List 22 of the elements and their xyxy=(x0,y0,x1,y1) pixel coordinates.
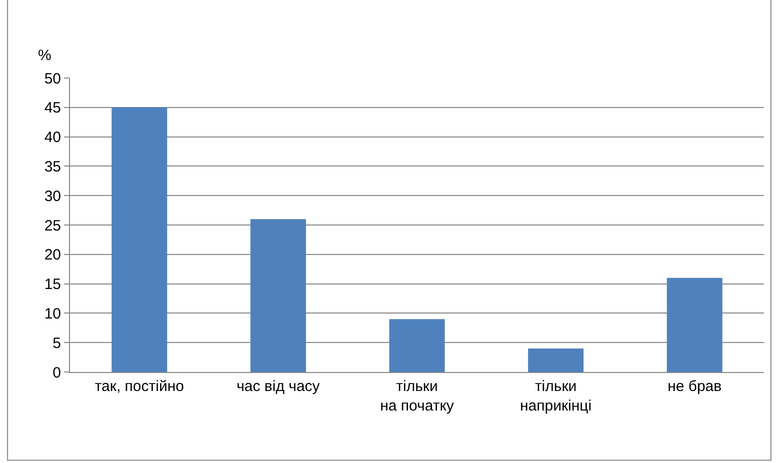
x-tick-label: не брав xyxy=(668,378,722,395)
y-axis-title: % xyxy=(38,47,52,64)
y-tick-label: 30 xyxy=(44,188,61,205)
bar xyxy=(112,107,168,372)
y-tick-label: 10 xyxy=(44,305,61,322)
y-tick-label: 5 xyxy=(52,334,61,352)
y-tick-label: 0 xyxy=(52,364,61,382)
y-tick-label: 25 xyxy=(44,217,61,234)
bar xyxy=(528,348,584,372)
x-tick-label: так, постійно xyxy=(94,378,184,395)
y-tick-label: 35 xyxy=(44,158,61,176)
y-tick-label: 20 xyxy=(44,246,61,264)
bar xyxy=(250,219,306,372)
y-tick-label: 40 xyxy=(44,129,61,146)
y-tick-label: 45 xyxy=(44,100,61,117)
y-tick-label: 50 xyxy=(44,70,61,88)
bar xyxy=(389,319,445,372)
x-tick-label: тільки на початку xyxy=(380,378,454,414)
x-tick-label: час від часу xyxy=(236,378,320,395)
y-tick-label: 15 xyxy=(44,276,61,294)
x-tick-label: тільки наприкінці xyxy=(520,378,592,414)
bar xyxy=(666,278,722,372)
